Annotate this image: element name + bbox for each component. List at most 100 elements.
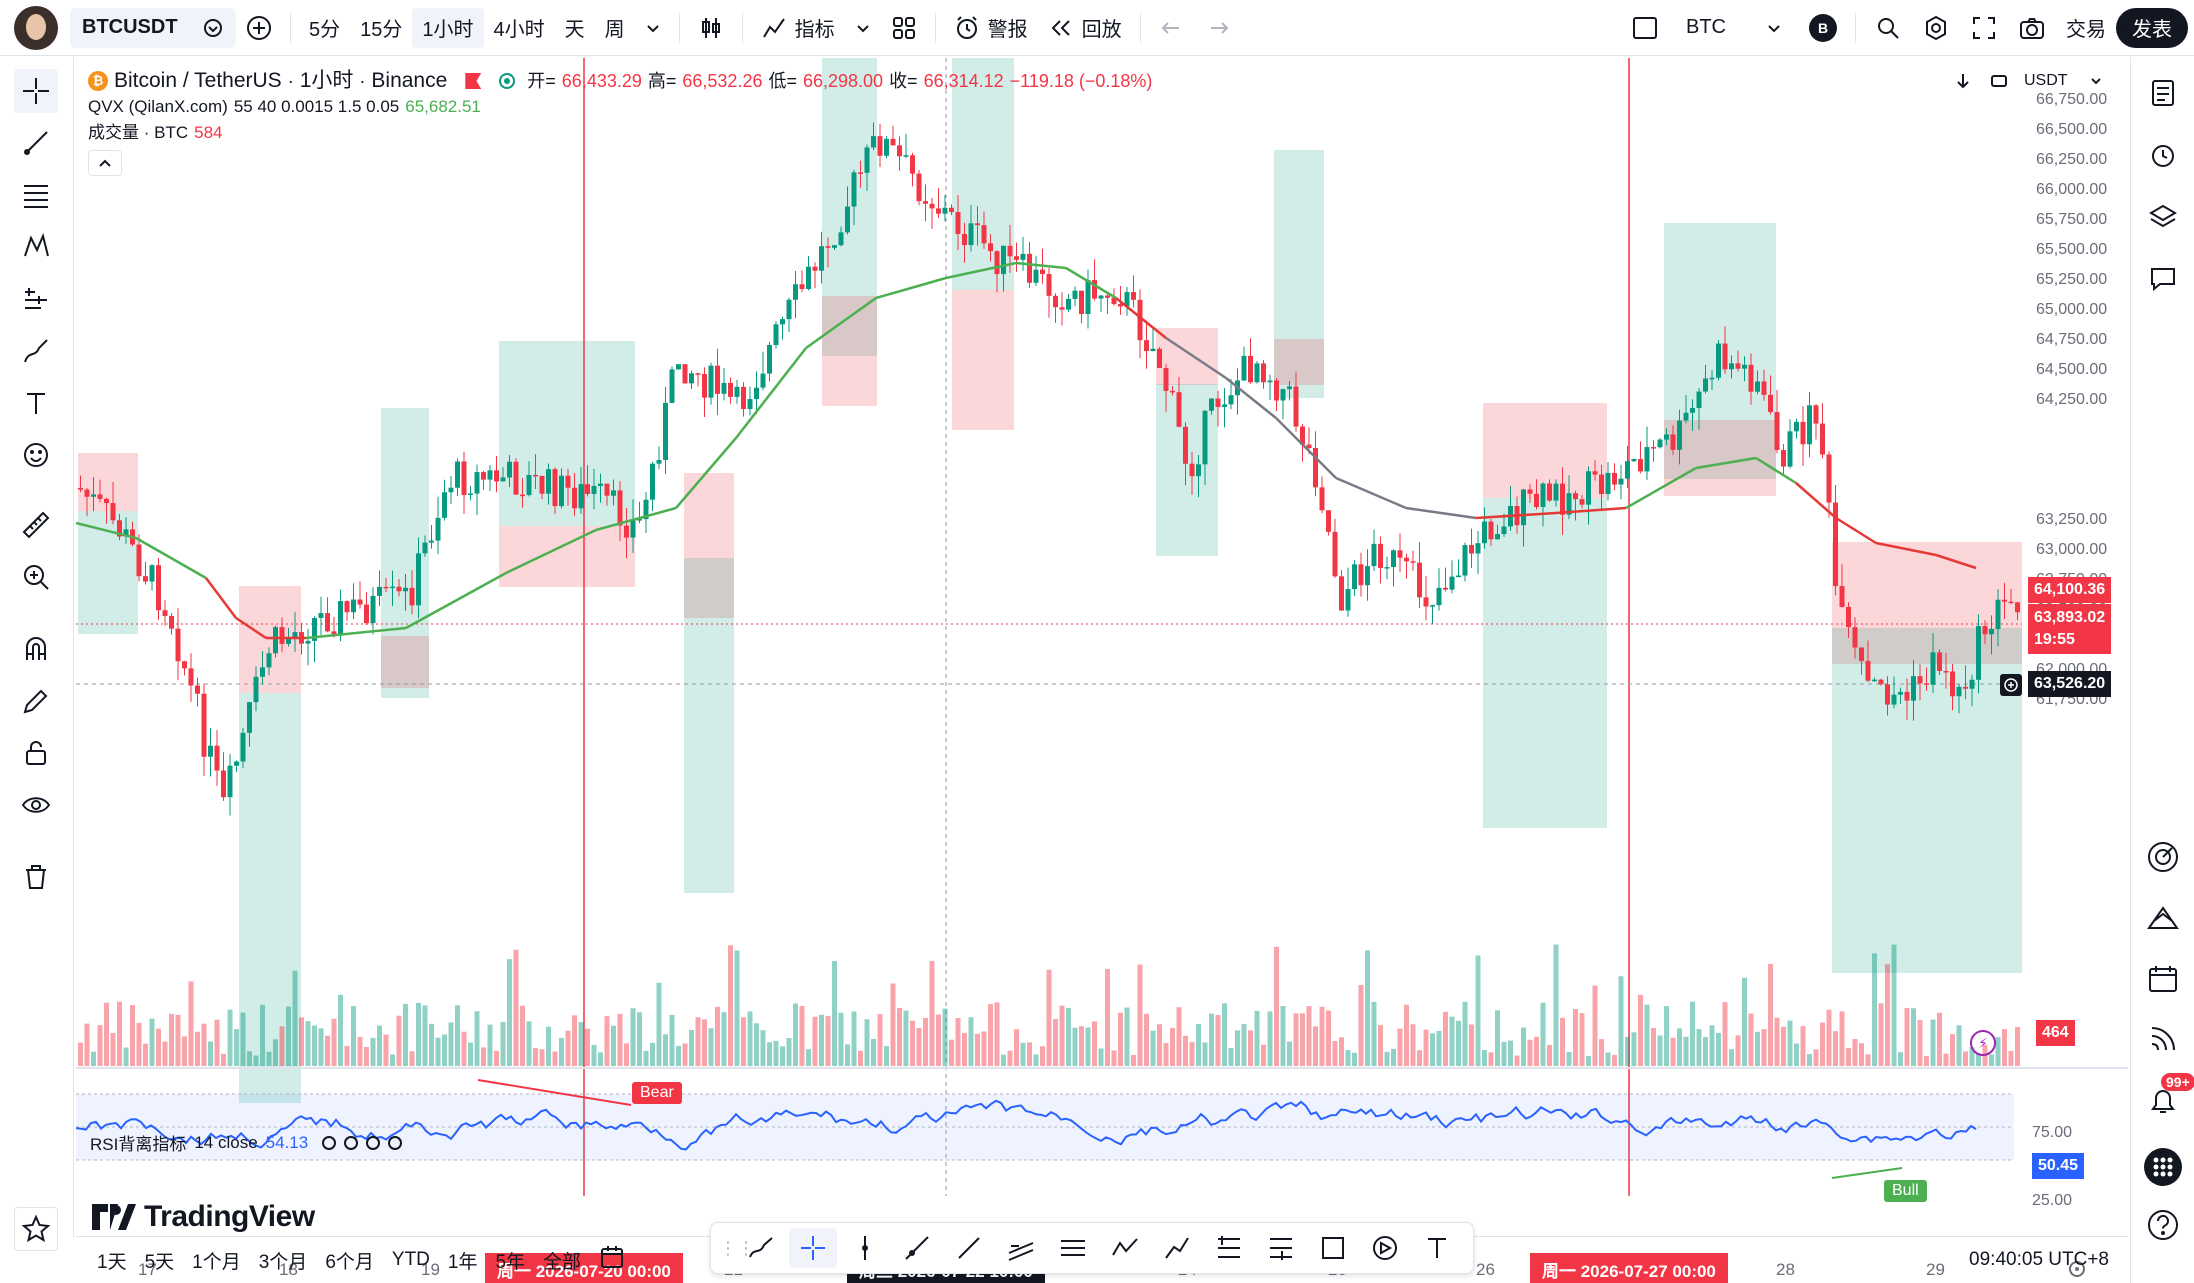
rsi-legend[interactable]: RSI背离指标 14 close 54.13 — [90, 1130, 403, 1155]
lock-drawings-tool[interactable] — [14, 731, 58, 775]
pattern-tool[interactable] — [14, 225, 58, 269]
signals-button[interactable] — [2141, 897, 2185, 941]
candle-body — [455, 461, 460, 488]
fb-pattern-tool[interactable] — [1101, 1228, 1149, 1268]
remove-drawings-tool[interactable] — [14, 855, 58, 899]
chat-button[interactable] — [2141, 257, 2185, 301]
chart-canvas[interactable] — [76, 58, 2128, 1228]
zoom-tool[interactable] — [14, 555, 58, 599]
range-3m[interactable]: 3个月 — [258, 1251, 308, 1273]
fb-rectangle-tool[interactable] — [1309, 1228, 1357, 1268]
qvx-legend[interactable]: QVX (QilanX.com) 55 40 0.0015 1.5 0.05 6… — [88, 94, 1152, 120]
settings-button[interactable] — [1912, 8, 1960, 48]
indicators-dropdown[interactable] — [845, 8, 881, 48]
crosshair-tool[interactable] — [14, 69, 58, 113]
range-5y[interactable]: 5年 — [495, 1251, 526, 1273]
layout-button[interactable] — [881, 8, 927, 48]
fb-trend-line-tool[interactable] — [945, 1228, 993, 1268]
fullscreen-button[interactable] — [1960, 8, 2008, 48]
fb-path-tool[interactable] — [1153, 1228, 1201, 1268]
range-6m[interactable]: 6个月 — [325, 1251, 374, 1273]
fb-channel-tool[interactable] — [997, 1228, 1045, 1268]
crosshair-add-button[interactable] — [2000, 674, 2022, 696]
price-axis[interactable]: 66,750.00 66,500.00 66,250.00 66,000.00 65,7… — [2022, 58, 2128, 1068]
hide-drawings-tool[interactable] — [14, 783, 58, 827]
volume-legend[interactable]: 成交量 · BTC 584 — [88, 120, 1152, 146]
notifications-button[interactable]: 99+ — [2141, 1073, 2194, 1123]
stay-in-draw-tool[interactable] — [14, 679, 58, 723]
scroll-to-latest-button[interactable] — [1948, 66, 1978, 96]
add-symbol-button[interactable] — [236, 8, 282, 48]
user-avatar[interactable] — [14, 5, 58, 50]
fb-long-position-tool[interactable] — [1205, 1228, 1253, 1268]
interval-1w[interactable]: 周 — [604, 19, 625, 41]
fb-short-position-tool[interactable] — [1257, 1228, 1305, 1268]
candle-body — [1787, 431, 1793, 467]
volume-bar — [338, 994, 343, 1066]
brush-tool[interactable] — [14, 329, 58, 373]
indicators-button[interactable]: 指标 — [751, 8, 845, 48]
redo-button[interactable] — [1195, 8, 1241, 48]
range-1d[interactable]: 1天 — [97, 1251, 127, 1273]
favorites-tool[interactable] — [14, 1207, 58, 1251]
snapshot-button[interactable] — [2008, 8, 2056, 48]
interval-5m[interactable]: 5分 — [309, 19, 341, 41]
time-axis-settings-button[interactable] — [2066, 1258, 2088, 1283]
calendar-button[interactable] — [2141, 957, 2185, 1001]
replay-button[interactable]: 回放 — [1038, 8, 1132, 48]
magnet-tool[interactable] — [14, 627, 58, 671]
alert-button[interactable]: 警报 — [944, 8, 1038, 48]
range-all[interactable]: 全部 — [543, 1251, 582, 1273]
symbol-search[interactable]: BTCUSDT — [70, 7, 236, 48]
goto-date-button[interactable] — [590, 1244, 634, 1276]
flag-icon[interactable] — [465, 73, 482, 89]
watchlist-button[interactable] — [2141, 71, 2185, 115]
interval-1d[interactable]: 天 — [564, 19, 585, 41]
quick-search-button[interactable] — [1864, 8, 1912, 48]
publish-button[interactable]: 发表 — [2116, 7, 2188, 48]
auto-scale-button[interactable] — [1984, 66, 2014, 96]
drag-handle[interactable]: ⋮⋮ — [719, 1237, 755, 1258]
range-5d[interactable]: 5天 — [144, 1251, 175, 1273]
apps-button[interactable] — [2141, 1145, 2185, 1189]
range-ytd[interactable]: YTD — [391, 1249, 430, 1270]
fullscreen-toggle-button[interactable] — [1621, 8, 1669, 48]
fb-arrow-tool[interactable] — [1361, 1228, 1409, 1268]
collapse-legend-button[interactable] — [88, 150, 122, 176]
currency-select[interactable]: USDT — [2020, 66, 2106, 96]
fb-text-tool[interactable] — [1413, 1228, 1461, 1268]
fb-fib-tool[interactable] — [1049, 1228, 1097, 1268]
broker-badge[interactable]: B — [1799, 8, 1847, 48]
lightning-icon[interactable]: ⚡ — [1970, 1030, 1996, 1056]
trade-button[interactable]: 交易 — [2066, 19, 2106, 41]
main-series-legend[interactable]: ₿ Bitcoin / TetherUS · 1小时 · Binance 开= 6… — [88, 68, 1152, 94]
chart-area[interactable]: ₿ Bitcoin / TetherUS · 1小时 · Binance 开= 6… — [76, 58, 2128, 1283]
news-feed-button[interactable] — [2141, 1017, 2185, 1061]
text-tool[interactable] — [14, 381, 58, 425]
fb-brush-tool[interactable] — [737, 1228, 785, 1268]
interval-4h[interactable]: 4小时 — [493, 19, 545, 41]
interval-1h[interactable]: 1小时 — [412, 7, 484, 48]
emoji-tool[interactable] — [14, 433, 58, 477]
symbol-settings-icon[interactable] — [202, 17, 224, 39]
fb-vertical-line-tool[interactable] — [841, 1228, 889, 1268]
alerts-button[interactable] — [2141, 133, 2185, 177]
fib-tool[interactable] — [14, 173, 58, 217]
help-button[interactable] — [2141, 1203, 2185, 1247]
candle-body — [1501, 526, 1507, 535]
compare-symbol-select[interactable]: BTC — [1669, 8, 1799, 48]
speedometer-button[interactable] — [2141, 835, 2185, 879]
fb-ray-tool[interactable] — [893, 1228, 941, 1268]
range-1m[interactable]: 1个月 — [192, 1251, 241, 1273]
range-1y[interactable]: 1年 — [447, 1251, 478, 1273]
undo-button[interactable] — [1149, 8, 1195, 48]
trend-line-tool[interactable] — [14, 121, 58, 165]
measure-tool[interactable] — [14, 503, 58, 547]
forecast-tool[interactable] — [14, 277, 58, 321]
fb-crosshair-tool[interactable] — [789, 1228, 837, 1268]
chart-type-button[interactable] — [688, 8, 734, 48]
clock[interactable]: 09:40:05 UTC+8 — [1969, 1249, 2109, 1270]
interval-dropdown[interactable] — [635, 8, 671, 48]
layers-button[interactable] — [2141, 195, 2185, 239]
interval-15m[interactable]: 15分 — [360, 19, 403, 41]
